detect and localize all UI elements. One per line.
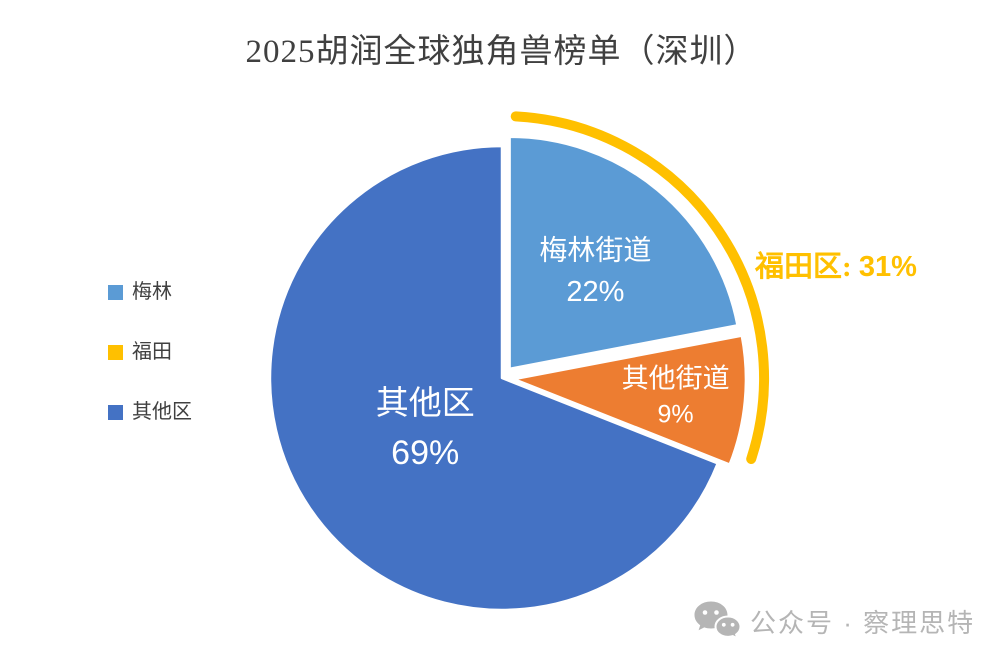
legend-label-futian: 福田 [132,341,172,363]
legend: 梅林 福田 其他区 [108,281,192,461]
pie-label-name-3: 其他区 [376,385,475,422]
watermark: 公众号 · 察理思特 [694,601,975,641]
annotation-prefix: 福田区: [755,251,859,283]
pie-label-name-1: 梅林街道 [539,235,651,267]
pie-slice-3 [268,144,719,612]
futian-annotation: 福田区: 31% [755,243,917,285]
futian-highlight-arc [510,111,770,464]
pie-slice-2 [512,334,748,466]
legend-swatch-meilin [108,284,123,300]
pie-label-value-1: 22% [566,276,624,308]
pie-slice-1 [508,135,739,371]
legend-item-other-districts: 其他区 [108,401,192,423]
legend-item-futian: 福田 [108,341,192,363]
chart-title: 2025胡润全球独角兽榜单（深圳） [245,34,758,70]
pie-label-name-2: 其他街道 [622,363,730,393]
legend-swatch-other-districts [108,404,123,420]
watermark-text: 公众号 · 察理思特 [750,607,976,638]
wechat-icon [694,601,741,641]
legend-label-meilin: 梅林 [132,281,172,303]
pie-label-value-2: 9% [658,400,694,428]
pie-label-value-3: 69% [391,434,459,472]
legend-label-other-districts: 其他区 [132,401,192,423]
legend-swatch-futian [108,344,123,360]
legend-item-meilin: 梅林 [108,281,192,303]
annotation-value: 31% [858,251,917,283]
